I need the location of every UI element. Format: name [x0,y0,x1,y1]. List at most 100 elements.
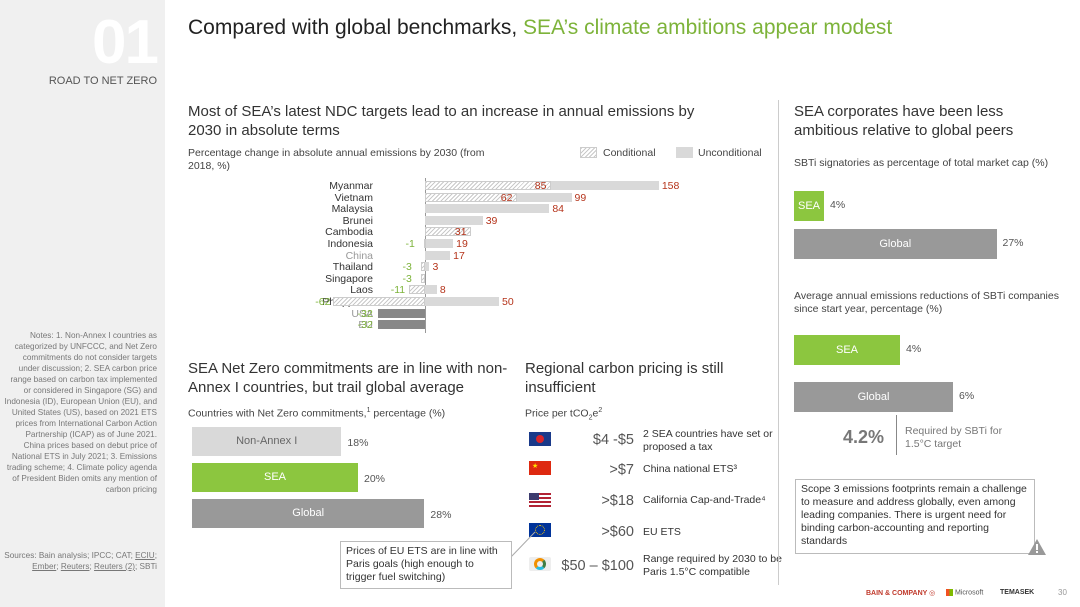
bar-sea: SEA [794,191,824,221]
title-highlight: SEA’s climate ambitions appear modest [523,16,893,39]
unconditional-value: 99 [574,191,587,204]
vertical-divider [778,100,779,585]
conditional-bar [425,181,551,190]
china-flag-icon: ★ [529,461,551,475]
bain-logo: BAIN & COMPANY ◎ [866,590,936,597]
unconditional-bar [425,285,437,295]
conditional-value: -1 [405,238,415,250]
desc-sea: 2 SEA countries have set or proposed a t… [643,428,773,453]
warning-icon [1028,539,1046,555]
bar-global: Global [794,382,953,412]
bar-global: Global [192,499,425,528]
carbon-sub-sub: 2 [588,414,593,422]
country-label: Thailand [332,261,373,274]
bar-global: Global [794,229,997,259]
section-label: ROAD TO NET ZERO [48,75,157,87]
unconditional-value: -32 [357,319,373,332]
notes: Notes: 1. Non-Annex I countries as categ… [4,331,157,494]
legend-conditional-label: Conditional [603,147,656,159]
carbon-heading: Regional carbon pricing is still insuffi… [525,360,724,396]
callout-pointer [509,531,536,559]
price-paris: $50 – $100 [561,558,634,574]
bar-value: 6% [959,390,975,402]
sdg-icon [529,557,551,571]
sources-prefix: Sources: Bain analysis; IPCC; CAT; [4,551,136,560]
conditional-bar [333,297,425,306]
price-california: >$18 [601,493,634,509]
netzero-sub-a: Countries with Net Zero commitments, [188,407,367,420]
source-link-eciu[interactable]: ECIU [135,551,155,560]
country-label: Cambodia [325,226,373,239]
price-sea: $4 -$5 [592,432,634,448]
source-link-reuters-2[interactable]: Reuters (2) [94,562,135,571]
country-label: Brunei [342,214,373,227]
bar-sea: SEA [192,463,358,492]
country-label: Singapore [325,272,373,285]
bar-value: 20% [364,473,386,485]
conditional-value: -3 [402,272,412,285]
bar-value: 27% [1002,237,1024,249]
bar-value: 28% [430,509,452,521]
unconditional-bar [377,320,425,330]
asean-flag-icon [529,432,551,446]
unconditional-value: 50 [502,296,514,308]
reduction-subheading: Average annual emissions reductions of S… [794,290,1059,315]
conditional-value: 31 [454,226,467,239]
carbon-sub-sup: 2 [598,407,603,414]
unconditional-value: 84 [552,203,564,216]
ndc-heading: Most of SEA’s latest NDC targets lead to… [188,103,695,139]
bar-value: 4% [830,199,846,211]
desc-eu: EU ETS [643,526,681,538]
netzero-heading: SEA Net Zero commitments are in line wit… [188,360,508,396]
unconditional-bar [425,262,430,272]
country-label: Malaysia [331,203,373,216]
unconditional-bar [425,297,499,306]
bar-sea: SEA [794,335,900,365]
sbti-required-line [896,415,897,455]
unconditional-bar [425,239,454,248]
page-title: Compared with global benchmarks, SEA’s c… [188,16,892,40]
country-label: Laos [350,284,373,297]
desc-china: China national ETS³ [643,463,737,475]
conditional-bar [408,285,425,295]
netzero-sub-b: percentage (%) [370,407,446,420]
bar-non-annex-i: Non-Annex I [192,427,342,456]
unconditional-value: 39 [485,214,498,227]
usa-flag-icon [529,493,551,507]
sbti-required-value: 4.2% [843,427,885,447]
sbti-required-label: Required by SBTi for 1.5°C target [905,425,1003,450]
eu-callout: Prices of EU ETS are in line with Paris … [340,541,512,589]
microsoft-logo-text: Microsoft [954,589,984,597]
conditional-value: -11 [390,284,406,297]
bain-logo-text: BAIN & COMPANY [866,590,928,597]
unconditional-value: 8 [439,284,446,297]
country-label: Indonesia [327,238,373,250]
sources-suffix: ; SBTi [135,562,157,571]
desc-paris: Range required by 2030 to be Paris 1.5°C… [643,553,782,578]
section-number: 01 [92,8,159,77]
bar-value: 18% [347,437,369,449]
unconditional-value: 17 [453,249,465,262]
source-link-ember[interactable]: Ember [32,562,57,571]
unconditional-bar [425,204,550,214]
bar-value: 4% [906,343,922,355]
microsoft-logo: Microsoft [946,589,983,596]
legend-conditional-swatch [580,147,597,158]
conditional-bar [420,273,425,283]
sbti-subheading: SBTi signatories as percentage of total … [794,157,1049,169]
conditional-bar [423,239,426,248]
desc-california: California Cap-and-Trade⁴ [643,494,766,506]
temasek-logo: TEMASEK [1000,589,1035,596]
unconditional-value: -32 [357,307,373,320]
unconditional-value: 3 [432,261,439,274]
unconditional-bar [377,308,425,318]
conditional-value: -3 [402,261,412,274]
conditional-bar [425,192,517,202]
legend-unconditional-swatch [676,147,693,158]
source-link-reuters[interactable]: Reuters [60,562,90,571]
country-label: Myanmar [329,180,373,192]
unconditional-value: 19 [456,238,468,250]
netzero-subheading: Countries with Net Zero commitments,1 pe… [188,404,518,421]
unconditional-value: 158 [661,180,680,192]
sidebar: 01 ROAD TO NET ZERO Notes: 1. Non-Annex … [0,0,165,607]
